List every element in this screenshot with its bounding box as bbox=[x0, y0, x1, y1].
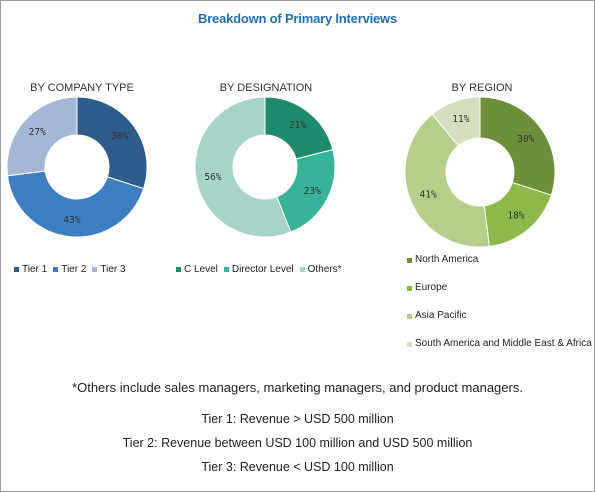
legend-label: Director Level bbox=[231, 264, 294, 275]
company-type-legend: Tier 1 Tier 2 Tier 3 bbox=[14, 264, 132, 275]
slice-south-america-and-middle-east-africa bbox=[431, 96, 481, 147]
legend-swatch bbox=[176, 267, 181, 272]
legend-label: Tier 2 bbox=[61, 264, 87, 275]
legend-item-c-level: C Level bbox=[176, 264, 218, 275]
designation-donut: 21% 23% 56% bbox=[194, 96, 336, 238]
slice-label-south-america-and-middle-east-africa: 11% bbox=[452, 114, 469, 125]
slice-tier-2 bbox=[6, 170, 145, 238]
slice-asia-pacific bbox=[404, 113, 490, 248]
legend-label: North America bbox=[415, 254, 479, 265]
tier3-definition: Tier 3: Revenue < USD 100 million bbox=[201, 460, 394, 474]
others-footnote: *Others include sales managers, marketin… bbox=[72, 380, 523, 395]
slice-north-america bbox=[479, 96, 556, 196]
legend-swatch bbox=[53, 267, 59, 272]
tier1-definition: Tier 1: Revenue > USD 500 million bbox=[201, 412, 394, 426]
legend-swatch bbox=[407, 341, 412, 347]
slice-tier-3 bbox=[6, 96, 78, 177]
legend-swatch bbox=[223, 267, 229, 272]
main-title: Breakdown of Primary Interviews bbox=[198, 11, 397, 26]
designation-legend: C Level Director Level Others* bbox=[176, 264, 348, 275]
slice-label-asia-pacific: 41% bbox=[420, 189, 437, 200]
slice-label-tier-2: 43% bbox=[63, 215, 80, 226]
legend-label: C Level bbox=[184, 264, 218, 275]
slice-label-north-america: 30% bbox=[517, 134, 534, 145]
legend-swatch bbox=[407, 257, 412, 263]
legend-item-tier-2: Tier 2 bbox=[53, 264, 86, 275]
slice-label-director-level: 23% bbox=[304, 186, 321, 197]
region-title: BY REGION bbox=[451, 82, 513, 94]
company-type-title: BY COMPANY TYPE bbox=[30, 82, 134, 94]
legend-swatch bbox=[407, 313, 412, 319]
legend-label: Others* bbox=[307, 264, 342, 275]
slice-label-others: 56% bbox=[204, 172, 221, 183]
slice-label-tier-3: 27% bbox=[29, 127, 46, 138]
tier2-definition: Tier 2: Revenue between USD 100 million … bbox=[122, 436, 473, 450]
legend-swatch bbox=[407, 285, 412, 291]
legend-label: Tier 3 bbox=[100, 264, 126, 275]
legend-label: Tier 1 bbox=[22, 264, 48, 275]
legend-label: South America and Middle East & Africa bbox=[415, 338, 592, 349]
company-type-donut: 30% 43% 27% bbox=[6, 96, 148, 238]
slice-label-c-level: 21% bbox=[289, 120, 306, 131]
slice-tier-1 bbox=[76, 96, 148, 190]
legend-item-tier-3: Tier 3 bbox=[92, 264, 126, 275]
legend-item-north-america: North America bbox=[407, 254, 478, 266]
legend-swatch bbox=[299, 267, 305, 272]
legend-item-south-america-and-middle-east-africa: South America and Middle East & Africa bbox=[407, 338, 592, 350]
legend-item-asia-pacific: Asia Pacific bbox=[407, 310, 467, 322]
legend-item-others: Others* bbox=[299, 264, 342, 275]
slice-director-level bbox=[276, 148, 336, 233]
legend-label: Asia Pacific bbox=[415, 310, 467, 321]
legend-item-tier-1: Tier 1 bbox=[14, 264, 47, 275]
slice-c-level bbox=[264, 96, 334, 160]
legend-label: Europe bbox=[415, 282, 448, 293]
legend-swatch bbox=[92, 267, 98, 272]
slice-label-tier-1: 30% bbox=[111, 131, 128, 142]
region-donut: 30% 18% 41% 11% bbox=[404, 96, 556, 248]
legend-item-director-level: Director Level bbox=[223, 264, 294, 275]
designation-title: BY DESIGNATION bbox=[219, 82, 313, 94]
legend-swatch bbox=[14, 267, 19, 272]
slice-others bbox=[194, 96, 292, 238]
slice-label-europe: 18% bbox=[507, 211, 524, 222]
legend-item-europe: Europe bbox=[407, 282, 447, 294]
